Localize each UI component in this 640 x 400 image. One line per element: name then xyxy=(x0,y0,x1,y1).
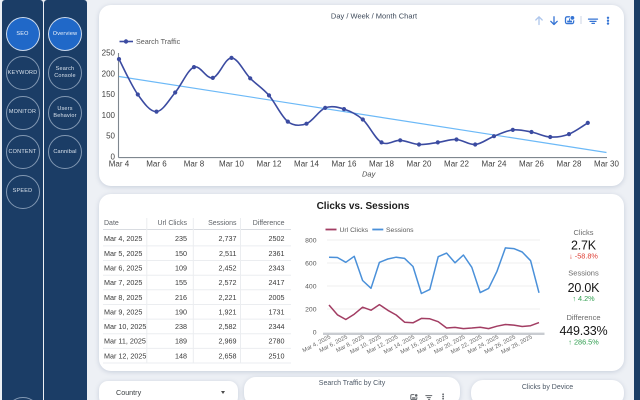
svg-text:2510: 2510 xyxy=(269,351,285,360)
svg-text:200: 200 xyxy=(305,306,317,313)
svg-text:Mar 4, 2025: Mar 4, 2025 xyxy=(104,234,142,243)
svg-text:Mar 10, 2025: Mar 10, 2025 xyxy=(104,322,146,331)
svg-text:1,921: 1,921 xyxy=(219,307,237,316)
svg-text:Mar 8: Mar 8 xyxy=(184,160,205,169)
svg-text:Day / Week / Month Chart: Day / Week / Month Chart xyxy=(331,12,418,21)
svg-text:2,572: 2,572 xyxy=(219,278,237,287)
svg-text:400: 400 xyxy=(305,283,317,290)
svg-text:Mar 28: Mar 28 xyxy=(557,160,582,169)
svg-text:Clicks vs. Sessions: Clicks vs. Sessions xyxy=(317,201,410,212)
svg-text:2,969: 2,969 xyxy=(219,337,237,346)
svg-text:Mar 10: Mar 10 xyxy=(219,160,244,169)
svg-text:Mar 22: Mar 22 xyxy=(444,160,469,169)
svg-text:Mar 14: Mar 14 xyxy=(294,160,319,169)
svg-text:Sessions: Sessions xyxy=(568,268,599,277)
svg-text:235: 235 xyxy=(175,234,187,243)
svg-text:800: 800 xyxy=(305,238,317,245)
svg-text:Mar 26: Mar 26 xyxy=(519,160,544,169)
svg-text:Mar 30: Mar 30 xyxy=(594,160,619,169)
svg-text:2344: 2344 xyxy=(269,322,285,331)
svg-text:189: 189 xyxy=(175,337,187,346)
svg-text:Mar 4: Mar 4 xyxy=(109,160,130,169)
svg-text:100: 100 xyxy=(102,111,116,120)
svg-text:2,658: 2,658 xyxy=(219,351,237,360)
svg-text:1731: 1731 xyxy=(269,307,285,316)
svg-text:449.33%: 449.33% xyxy=(560,324,608,338)
svg-text:Sessions: Sessions xyxy=(386,227,414,234)
svg-text:Difference: Difference xyxy=(566,313,600,322)
svg-text:2780: 2780 xyxy=(269,337,285,346)
svg-text:155: 155 xyxy=(175,278,187,287)
svg-text:2343: 2343 xyxy=(269,264,285,273)
svg-text:Mar 6: Mar 6 xyxy=(146,160,167,169)
svg-text:2361: 2361 xyxy=(269,249,285,258)
svg-text:Sessions: Sessions xyxy=(208,220,237,227)
svg-text:Url Clicks: Url Clicks xyxy=(340,227,369,234)
svg-text:Day: Day xyxy=(362,170,377,179)
svg-text:Mar 7, 2025: Mar 7, 2025 xyxy=(104,278,142,287)
svg-text:148: 148 xyxy=(175,351,187,360)
svg-text:Mar 6, 2025: Mar 6, 2025 xyxy=(104,264,142,273)
svg-text:Mar 12, 2025: Mar 12, 2025 xyxy=(104,351,146,360)
svg-text:150: 150 xyxy=(102,90,116,99)
svg-text:2,737: 2,737 xyxy=(219,234,237,243)
svg-text:2005: 2005 xyxy=(269,293,285,302)
svg-text:20.0K: 20.0K xyxy=(568,281,601,295)
svg-text:Mar 18: Mar 18 xyxy=(369,160,394,169)
svg-text:Mar 8, 2025: Mar 8, 2025 xyxy=(104,293,142,302)
svg-text:Url Clicks: Url Clicks xyxy=(157,220,187,227)
svg-text:↑ 286.5%: ↑ 286.5% xyxy=(568,337,599,346)
svg-text:150: 150 xyxy=(175,249,187,258)
svg-text:2,582: 2,582 xyxy=(219,322,237,331)
svg-text:238: 238 xyxy=(175,322,187,331)
svg-text:Date: Date xyxy=(104,220,119,227)
svg-text:↑ 4.2%: ↑ 4.2% xyxy=(572,294,595,303)
svg-text:0: 0 xyxy=(111,153,116,162)
svg-text:0: 0 xyxy=(313,329,317,336)
svg-text:2417: 2417 xyxy=(269,278,285,287)
svg-text:Mar 9, 2025: Mar 9, 2025 xyxy=(104,307,142,316)
svg-text:2,511: 2,511 xyxy=(219,249,236,258)
svg-text:Mar 24: Mar 24 xyxy=(482,160,507,169)
svg-text:109: 109 xyxy=(175,264,187,273)
svg-text:2502: 2502 xyxy=(269,234,285,243)
svg-text:Mar 16: Mar 16 xyxy=(332,160,357,169)
svg-text:50: 50 xyxy=(106,132,115,141)
svg-text:Mar 20: Mar 20 xyxy=(407,160,432,169)
svg-text:190: 190 xyxy=(175,307,187,316)
svg-text:Search Traffic: Search Traffic xyxy=(136,37,181,46)
svg-text:600: 600 xyxy=(305,260,317,267)
svg-text:2.7K: 2.7K xyxy=(571,239,597,253)
svg-text:Clicks: Clicks xyxy=(574,228,594,237)
svg-text:2,452: 2,452 xyxy=(219,264,237,273)
svg-text:Difference: Difference xyxy=(253,220,285,227)
svg-text:250: 250 xyxy=(102,49,116,58)
svg-text:200: 200 xyxy=(102,69,116,78)
svg-text:Mar 12: Mar 12 xyxy=(257,160,282,169)
svg-text:Mar 11, 2025: Mar 11, 2025 xyxy=(104,337,146,346)
svg-text:216: 216 xyxy=(175,293,187,302)
svg-text:Mar 5, 2025: Mar 5, 2025 xyxy=(104,249,142,258)
svg-text:↓ -58.8%: ↓ -58.8% xyxy=(569,252,598,261)
svg-text:2,221: 2,221 xyxy=(219,293,237,302)
